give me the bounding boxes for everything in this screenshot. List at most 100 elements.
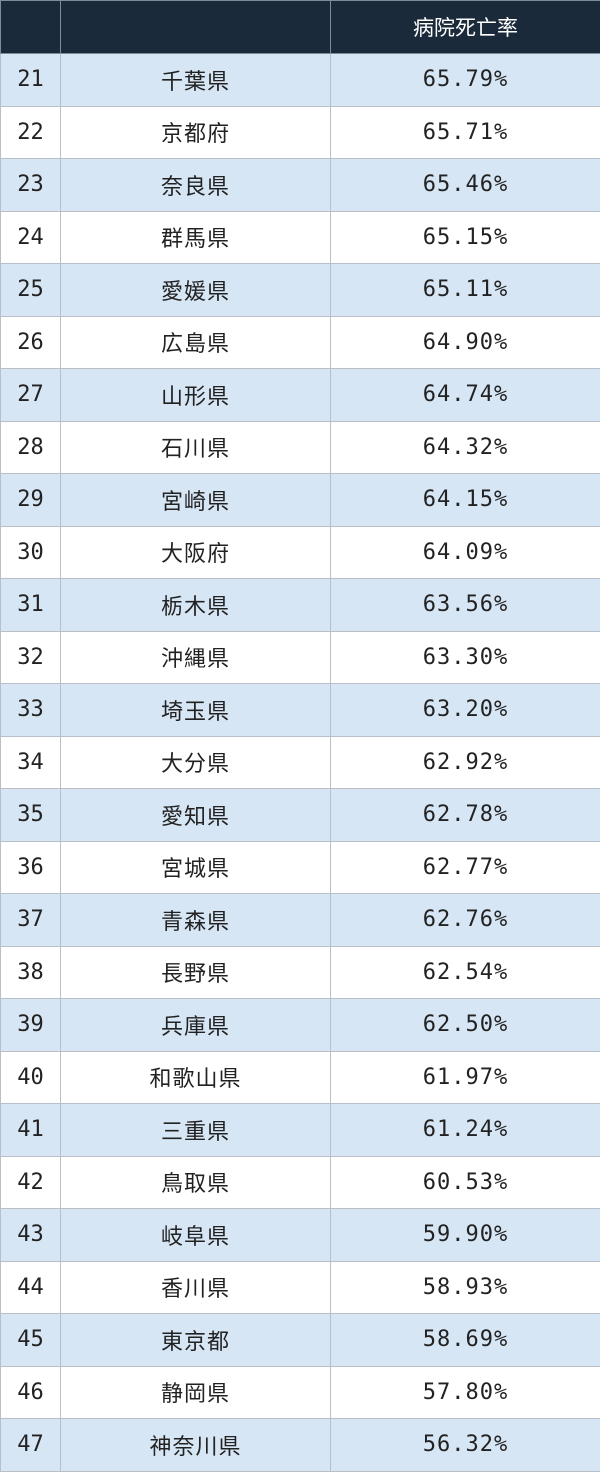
rate-cell: 57.80% [330,1365,600,1419]
table-row: 28 石川県 64.32% [0,420,600,474]
rank-cell: 24 [0,210,61,264]
rank-cell: 33 [0,683,61,737]
table-row: 47 神奈川県 56.32% [0,1418,600,1472]
rate-cell: 62.76% [330,893,600,947]
table-row: 24 群馬県 65.15% [0,210,600,264]
rank-cell: 30 [0,525,61,579]
table-row: 44 香川県 58.93% [0,1260,600,1314]
rank-cell: 31 [0,578,61,632]
prefecture-cell: 兵庫県 [60,998,331,1052]
rank-cell: 25 [0,263,61,317]
table-row: 45 東京都 58.69% [0,1313,600,1367]
rate-cell: 62.50% [330,998,600,1052]
rate-cell: 62.78% [330,788,600,842]
table-body: 21 千葉県 65.79% 22 京都府 65.71% 23 奈良県 65.46% 24 群馬県 65… [0,53,600,1472]
rank-cell: 39 [0,998,61,1052]
table-row: 36 宮城県 62.77% [0,840,600,894]
prefecture-cell: 鳥取県 [60,1155,331,1209]
prefecture-cell: 愛知県 [60,788,331,842]
table-row: 43 岐阜県 59.90% [0,1208,600,1262]
prefecture-cell: 和歌山県 [60,1050,331,1104]
prefecture-cell: 群馬県 [60,210,331,264]
table-row: 22 京都府 65.71% [0,105,600,159]
table-row: 33 埼玉県 63.20% [0,683,600,737]
header-hospital-death-rate: 病院死亡率 [330,0,600,54]
table-row: 32 沖縄県 63.30% [0,630,600,684]
table-row: 27 山形県 64.74% [0,368,600,422]
rate-cell: 65.15% [330,210,600,264]
prefecture-cell: 長野県 [60,945,331,999]
prefecture-cell: 広島県 [60,315,331,369]
rank-cell: 44 [0,1260,61,1314]
rate-cell: 56.32% [330,1418,600,1472]
rank-cell: 46 [0,1365,61,1419]
rank-cell: 21 [0,53,61,107]
header-prefecture [60,0,331,54]
rank-cell: 47 [0,1418,61,1472]
table-row: 25 愛媛県 65.11% [0,263,600,317]
prefecture-cell: 静岡県 [60,1365,331,1419]
rank-cell: 37 [0,893,61,947]
prefecture-cell: 岐阜県 [60,1208,331,1262]
table-row: 21 千葉県 65.79% [0,53,600,107]
table-row: 39 兵庫県 62.50% [0,998,600,1052]
prefecture-cell: 東京都 [60,1313,331,1367]
rate-cell: 62.54% [330,945,600,999]
rate-cell: 61.24% [330,1103,600,1157]
rank-cell: 35 [0,788,61,842]
prefecture-cell: 石川県 [60,420,331,474]
rate-cell: 59.90% [330,1208,600,1262]
rank-cell: 38 [0,945,61,999]
rank-cell: 26 [0,315,61,369]
rank-cell: 41 [0,1103,61,1157]
prefecture-cell: 宮崎県 [60,473,331,527]
rank-cell: 36 [0,840,61,894]
rate-cell: 64.15% [330,473,600,527]
table-row: 46 静岡県 57.80% [0,1365,600,1419]
rank-cell: 29 [0,473,61,527]
rate-cell: 58.93% [330,1260,600,1314]
table-row: 26 広島県 64.90% [0,315,600,369]
rank-cell: 43 [0,1208,61,1262]
rate-cell: 65.71% [330,105,600,159]
rate-cell: 65.79% [330,53,600,107]
table-row: 37 青森県 62.76% [0,893,600,947]
rank-cell: 32 [0,630,61,684]
rate-cell: 65.11% [330,263,600,317]
table-row: 35 愛知県 62.78% [0,788,600,842]
rank-cell: 27 [0,368,61,422]
table-row: 40 和歌山県 61.97% [0,1050,600,1104]
table-row: 38 長野県 62.54% [0,945,600,999]
prefecture-cell: 栃木県 [60,578,331,632]
table-row: 31 栃木県 63.56% [0,578,600,632]
rank-cell: 28 [0,420,61,474]
table-row: 34 大分県 62.92% [0,735,600,789]
rate-cell: 65.46% [330,158,600,212]
table-row: 42 鳥取県 60.53% [0,1155,600,1209]
rate-cell: 64.74% [330,368,600,422]
rank-cell: 40 [0,1050,61,1104]
rate-cell: 63.56% [330,578,600,632]
rate-cell: 63.30% [330,630,600,684]
table-row: 29 宮崎県 64.15% [0,473,600,527]
rate-cell: 62.77% [330,840,600,894]
rate-cell: 64.90% [330,315,600,369]
table-row: 41 三重県 61.24% [0,1103,600,1157]
prefecture-cell: 神奈川県 [60,1418,331,1472]
prefecture-cell: 埼玉県 [60,683,331,737]
prefecture-cell: 山形県 [60,368,331,422]
rank-cell: 42 [0,1155,61,1209]
prefecture-cell: 千葉県 [60,53,331,107]
table-header: 病院死亡率 [0,0,600,54]
rate-cell: 58.69% [330,1313,600,1367]
prefecture-cell: 宮城県 [60,840,331,894]
rate-cell: 64.32% [330,420,600,474]
prefecture-cell: 愛媛県 [60,263,331,317]
prefecture-cell: 三重県 [60,1103,331,1157]
prefecture-cell: 京都府 [60,105,331,159]
prefecture-cell: 青森県 [60,893,331,947]
prefecture-cell: 沖縄県 [60,630,331,684]
prefecture-cell: 大分県 [60,735,331,789]
rate-cell: 63.20% [330,683,600,737]
